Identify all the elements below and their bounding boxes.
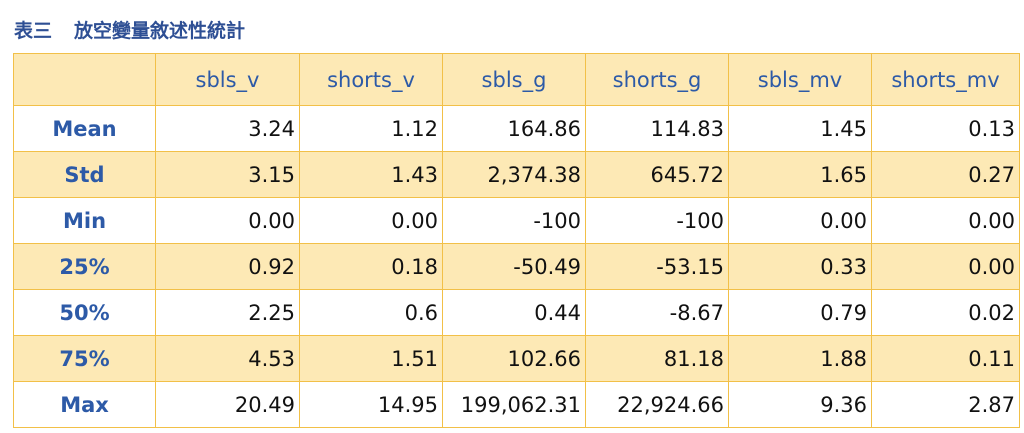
value-cell: 1.88	[728, 335, 872, 382]
value-cell: 0.11	[871, 335, 1020, 382]
value-cell: 0.79	[728, 289, 872, 336]
value-cell: -100	[442, 197, 586, 244]
value-cell: 81.18	[585, 335, 729, 382]
value-cell: 3.24	[155, 105, 300, 152]
value-cell: 102.66	[442, 335, 586, 382]
table-row: 50% 2.25 0.6 0.44 -8.67 0.79 0.02	[13, 289, 1020, 336]
value-cell: 0.6	[299, 289, 443, 336]
value-cell: 0.02	[871, 289, 1020, 336]
row-label: Mean	[13, 105, 156, 152]
value-cell: -53.15	[585, 243, 729, 290]
value-cell: -100	[585, 197, 729, 244]
value-cell: 0.27	[871, 151, 1020, 198]
row-label: Max	[13, 381, 156, 428]
value-cell: 0.00	[155, 197, 300, 244]
column-header: shorts_mv	[871, 53, 1020, 106]
value-cell: -50.49	[442, 243, 586, 290]
value-cell: 645.72	[585, 151, 729, 198]
value-cell: 2.87	[871, 381, 1020, 428]
value-cell: 0.00	[871, 243, 1020, 290]
value-cell: 164.86	[442, 105, 586, 152]
row-label: 75%	[13, 335, 156, 382]
value-cell: 0.92	[155, 243, 300, 290]
table-row: Std 3.15 1.43 2,374.38 645.72 1.65 0.27	[13, 151, 1020, 198]
corner-cell	[13, 53, 156, 106]
table-row: Min 0.00 0.00 -100 -100 0.00 0.00	[13, 197, 1020, 244]
value-cell: 1.51	[299, 335, 443, 382]
column-header: sbls_mv	[728, 53, 872, 106]
value-cell: -8.67	[585, 289, 729, 336]
row-label: 25%	[13, 243, 156, 290]
value-cell: 22,924.66	[585, 381, 729, 428]
column-header: shorts_g	[585, 53, 729, 106]
value-cell: 114.83	[585, 105, 729, 152]
stats-table: sbls_v shorts_v sbls_g shorts_g sbls_mv short…	[13, 53, 1020, 428]
value-cell: 0.44	[442, 289, 586, 336]
value-cell: 0.00	[299, 197, 443, 244]
value-cell: 2.25	[155, 289, 300, 336]
row-label: Min	[13, 197, 156, 244]
value-cell: 199,062.31	[442, 381, 586, 428]
value-cell: 1.65	[728, 151, 872, 198]
column-header: sbls_v	[155, 53, 300, 106]
row-label: Std	[13, 151, 156, 198]
value-cell: 1.12	[299, 105, 443, 152]
table-row: Max 20.49 14.95 199,062.31 22,924.66 9.36 2.87	[13, 381, 1020, 428]
value-cell: 9.36	[728, 381, 872, 428]
table-title: 表三 放空變量敘述性統計	[14, 16, 245, 43]
value-cell: 2,374.38	[442, 151, 586, 198]
value-cell: 14.95	[299, 381, 443, 428]
row-label: 50%	[13, 289, 156, 336]
table-body: Mean 3.24 1.12 164.86 114.83 1.45 0.13 Std 3.15 1…	[13, 105, 1020, 428]
value-cell: 1.43	[299, 151, 443, 198]
header-row: sbls_v shorts_v sbls_g shorts_g sbls_mv short…	[13, 53, 1020, 106]
table-row: 25% 0.92 0.18 -50.49 -53.15 0.33 0.00	[13, 243, 1020, 290]
value-cell: 1.45	[728, 105, 872, 152]
value-cell: 4.53	[155, 335, 300, 382]
value-cell: 20.49	[155, 381, 300, 428]
value-cell: 0.00	[728, 197, 872, 244]
table-row: 75% 4.53 1.51 102.66 81.18 1.88 0.11	[13, 335, 1020, 382]
column-header: sbls_g	[442, 53, 586, 106]
table-number: 表三	[14, 20, 53, 42]
value-cell: 0.18	[299, 243, 443, 290]
value-cell: 0.00	[871, 197, 1020, 244]
title-text: 放空變量敘述性統計	[74, 20, 246, 42]
column-header: shorts_v	[299, 53, 443, 106]
table-row: Mean 3.24 1.12 164.86 114.83 1.45 0.13	[13, 105, 1020, 152]
value-cell: 0.13	[871, 105, 1020, 152]
value-cell: 3.15	[155, 151, 300, 198]
value-cell: 0.33	[728, 243, 872, 290]
